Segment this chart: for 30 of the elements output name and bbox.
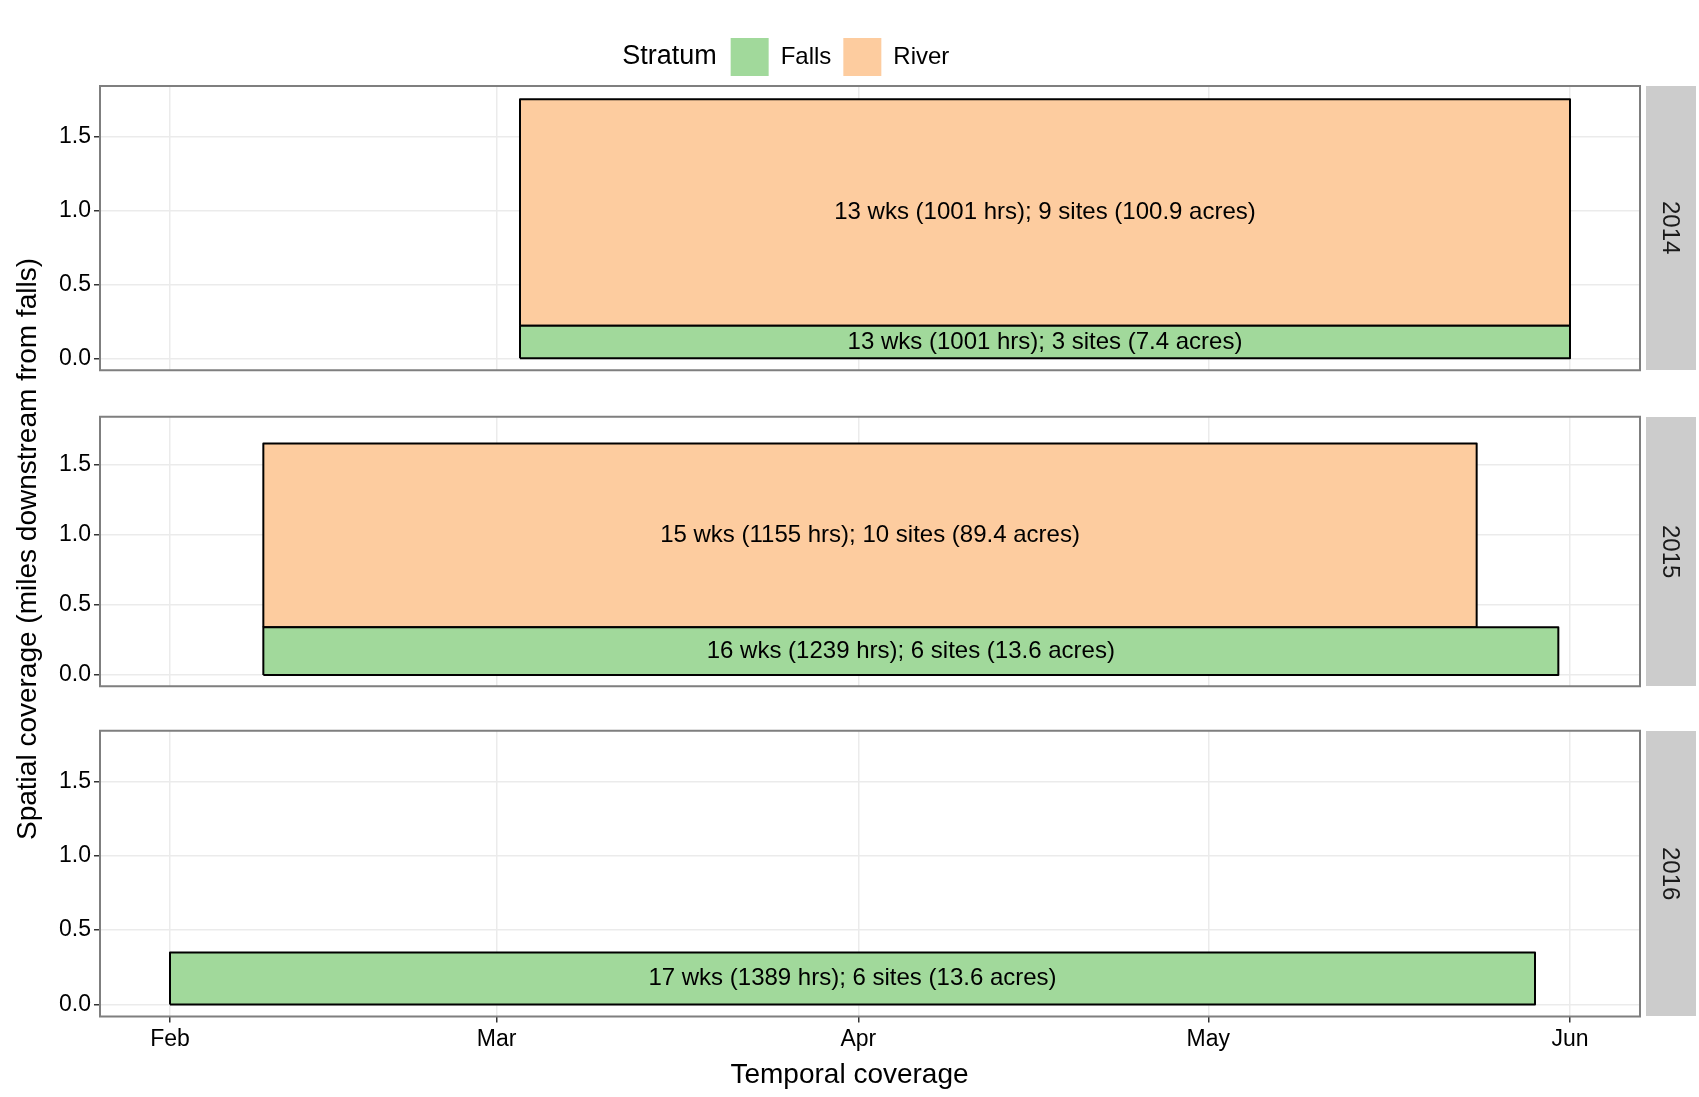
y-tick-label: 0.0 <box>59 660 91 687</box>
y-tick-label: 1.5 <box>59 766 91 793</box>
annotation: 13 wks (1001 hrs); 9 sites (100.9 acres) <box>834 197 1256 225</box>
text: 2015 <box>1657 524 1685 579</box>
x-tick-label: Apr <box>840 1024 877 1051</box>
x-tick-label: Mar <box>476 1024 517 1051</box>
annotation: 13 wks (1001 hrs); 3 sites (7.4 acres) <box>847 326 1243 354</box>
text: 2014 <box>1657 201 1685 255</box>
y-tick-label: 1.5 <box>59 121 91 148</box>
annotation: 17 wks (1389 hrs); 6 sites (13.6 acres) <box>648 963 1057 991</box>
y-tick-label: 0.5 <box>59 915 91 942</box>
y-tick-label: 1.0 <box>59 841 91 868</box>
y-tick-label: 0.5 <box>59 269 91 296</box>
y-tick-label: 1.0 <box>59 520 91 547</box>
text: 2016 <box>1657 846 1685 901</box>
x-tick-label: Jun <box>1551 1024 1589 1051</box>
x-tick-label: Feb <box>150 1024 190 1051</box>
annotation: 16 wks (1239 hrs); 6 sites (13.6 acres) <box>706 635 1115 663</box>
annotation: 15 wks (1155 hrs); 10 sites (89.4 acres) <box>660 519 1080 547</box>
x-axis-title: Temporal coverage <box>729 1058 970 1090</box>
legend-label: Falls <box>780 41 832 69</box>
y-tick-label: 1.5 <box>59 449 91 476</box>
legend-title: Stratum <box>622 40 717 71</box>
y-tick-label: 1.0 <box>59 195 91 222</box>
y-tick-label: 0.5 <box>59 590 91 617</box>
y-tick-label: 0.0 <box>59 343 91 370</box>
y-axis-title: Spatial coverage (miles downstream from falls) <box>11 257 43 840</box>
y-tick-label: 0.0 <box>59 989 91 1016</box>
x-tick-label: May <box>1186 1024 1231 1051</box>
legend-label: River <box>893 41 950 69</box>
